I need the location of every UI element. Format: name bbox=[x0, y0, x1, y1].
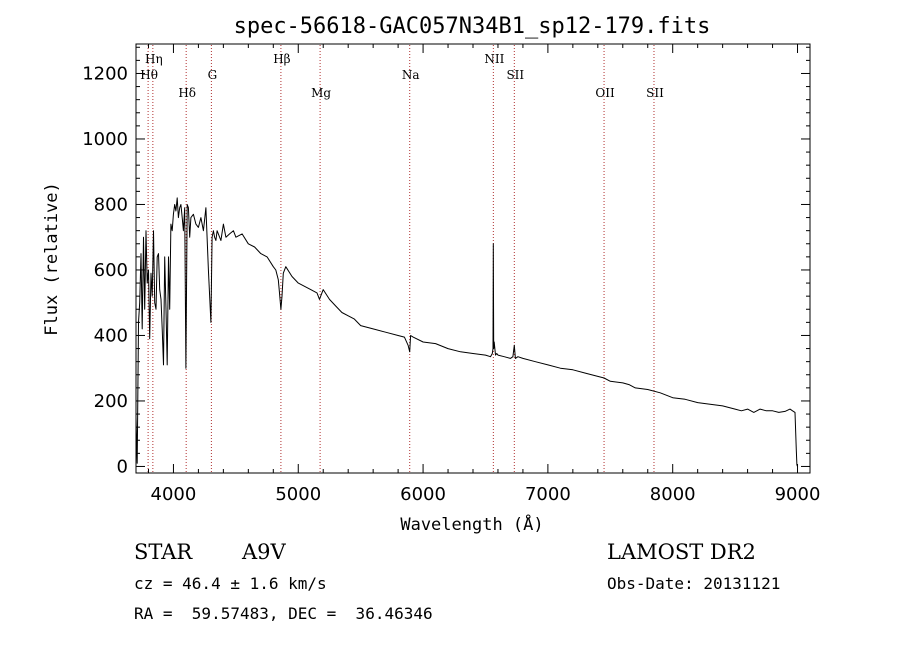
x-tick-label: 8000 bbox=[650, 484, 696, 505]
x-tick-label: 6000 bbox=[400, 484, 446, 505]
x-tick-label: 5000 bbox=[275, 484, 321, 505]
marker-label: SII bbox=[506, 68, 524, 82]
y-tick-label: 600 bbox=[94, 260, 128, 281]
y-tick-label: 400 bbox=[94, 325, 128, 346]
x-tick-label: 9000 bbox=[775, 484, 821, 505]
marker-label: Na bbox=[402, 68, 420, 82]
marker-label: Hθ bbox=[140, 68, 158, 82]
marker-label: Mg bbox=[311, 86, 331, 100]
y-tick-label: 200 bbox=[94, 391, 128, 412]
chart-title: spec-56618-GAC057N34B1_sp12-179.fits bbox=[234, 14, 711, 39]
marker-label: G bbox=[208, 68, 218, 82]
coordinates-line: RA = 59.57483, DEC = 36.46346 bbox=[134, 604, 433, 623]
spectral-subclass: A9V bbox=[242, 540, 286, 564]
redshift-line: cz = 46.4 ± 1.6 km/s bbox=[134, 574, 327, 593]
x-tick-label: 7000 bbox=[525, 484, 571, 505]
plot-frame bbox=[135, 43, 811, 474]
marker-label: Hβ bbox=[273, 52, 290, 66]
obs-date-line: Obs-Date: 20131121 bbox=[607, 574, 781, 593]
marker-label: SII bbox=[646, 86, 664, 100]
x-axis-label: Wavelength (Å) bbox=[400, 513, 543, 535]
y-tick-label: 1200 bbox=[82, 63, 128, 84]
x-tick-label: 4000 bbox=[151, 484, 197, 505]
marker-label: Hδ bbox=[178, 86, 196, 100]
y-tick-label: 0 bbox=[117, 456, 128, 477]
marker-label: NII bbox=[484, 52, 504, 66]
spectrum-line bbox=[135, 197, 798, 467]
y-tick-label: 1000 bbox=[82, 129, 128, 150]
marker-label: OII bbox=[595, 86, 615, 100]
object-class: STAR bbox=[134, 540, 193, 564]
y-tick-label: 800 bbox=[94, 194, 128, 215]
y-axis-label: Flux (relative) bbox=[42, 182, 62, 336]
survey-label: LAMOST DR2 bbox=[607, 540, 756, 564]
marker-label: Hη bbox=[145, 52, 163, 66]
